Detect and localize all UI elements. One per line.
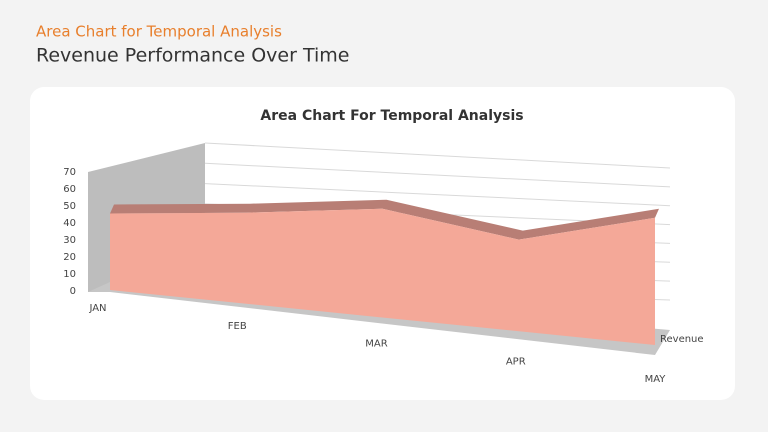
plot: 0 10 20 30 40 50 60 70 Revenue JAN FEB MAR APR MAY [63,142,704,385]
slide-kicker: Area Chart for Temporal Analysis [36,23,282,41]
series-label: Revenue [660,334,704,345]
y-tick-label: 60 [63,184,76,195]
y-tick-label: 30 [63,235,76,246]
grid-line [204,162,671,188]
grid-line [204,142,671,169]
y-tick-label: 70 [63,167,76,178]
x-tick-label: MAR [365,339,387,350]
x-tick-label: JAN [88,303,106,314]
grid-line [204,183,671,207]
y-tick-label: 0 [70,286,76,297]
slide-title: Revenue Performance Over Time [36,45,349,67]
y-tick-label: 10 [63,269,76,280]
y-tick-label: 20 [63,252,76,263]
y-tick-label: 40 [63,218,76,229]
x-tick-label: FEB [228,321,247,332]
area-ridge [110,199,659,240]
x-tick-label: APR [506,356,526,367]
x-tick-label: MAY [645,374,667,385]
area [110,208,655,345]
y-tick-label: 50 [63,201,76,212]
chart-title: Area Chart For Temporal Analysis [260,108,523,124]
